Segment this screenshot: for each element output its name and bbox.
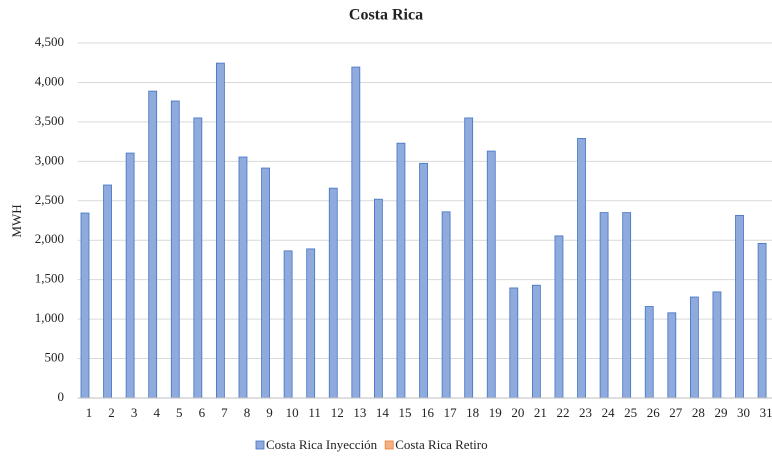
y-tick-label: 2,000	[35, 231, 64, 246]
x-tick-label: 2	[108, 405, 115, 420]
x-tick-label: 8	[244, 405, 251, 420]
x-tick-label: 11	[308, 405, 321, 420]
bar	[712, 291, 722, 399]
y-tick-label: 2,500	[35, 192, 64, 207]
bar	[373, 198, 383, 399]
x-tick-label: 25	[624, 405, 637, 420]
x-tick-label: 17	[444, 405, 458, 420]
x-tick-label: 13	[353, 405, 366, 420]
bar	[667, 312, 677, 399]
x-tick-label: 19	[489, 405, 502, 420]
bar	[216, 62, 225, 399]
x-tick-label: 3	[131, 405, 138, 420]
bar	[757, 242, 767, 399]
bar	[735, 214, 744, 399]
x-tick-label: 20	[511, 405, 524, 420]
bar	[351, 66, 361, 399]
bar	[531, 284, 541, 399]
x-tick-label: 1	[86, 405, 93, 420]
x-tick-label: 18	[466, 405, 479, 420]
bar	[148, 90, 158, 399]
bar	[328, 187, 338, 399]
bar	[283, 250, 293, 399]
y-tick-label: 1,000	[35, 310, 64, 325]
x-tick-label: 16	[421, 405, 435, 420]
x-tick-label: 4	[153, 405, 160, 420]
bar	[261, 167, 270, 399]
x-tick-label: 30	[737, 405, 750, 420]
x-tick-label: 22	[556, 405, 569, 420]
legend-label: Costa Rica Retiro	[395, 437, 487, 452]
x-tick-label: 28	[692, 405, 705, 420]
x-tick-label: 9	[266, 405, 273, 420]
bar	[441, 211, 451, 399]
y-tick-label: 500	[45, 350, 65, 365]
y-tick-label: 1,500	[35, 271, 64, 286]
x-tick-label: 12	[331, 405, 344, 420]
bar	[125, 152, 135, 399]
bar	[193, 117, 203, 399]
bar	[622, 212, 632, 399]
x-tick-label: 21	[534, 405, 547, 420]
bar	[509, 287, 519, 399]
x-tick-label: 15	[398, 405, 411, 420]
x-tick-label: 31	[760, 405, 772, 420]
x-tick-label: 26	[647, 405, 661, 420]
x-tick-label: 29	[714, 405, 727, 420]
x-tick-label: 24	[602, 405, 616, 420]
y-tick-label: 4,500	[35, 34, 64, 49]
y-tick-label: 3,000	[35, 152, 64, 167]
y-tick-label: 4,000	[35, 73, 64, 88]
bar	[419, 162, 428, 399]
y-axis-label: MWH	[9, 204, 24, 237]
bar	[170, 100, 180, 399]
bar	[238, 156, 248, 399]
legend-swatch	[255, 440, 265, 450]
chart-title: Costa Rica	[349, 7, 423, 24]
bar	[103, 184, 112, 399]
x-tick-label: 7	[221, 405, 228, 420]
x-tick-label: 23	[579, 405, 592, 420]
legend-label: Costa Rica Inyección	[266, 437, 378, 452]
x-tick-label: 27	[669, 405, 683, 420]
x-tick-label: 14	[376, 405, 390, 420]
bar	[689, 296, 699, 399]
bar	[599, 212, 609, 399]
y-tick-label: 0	[58, 389, 65, 404]
bar	[396, 142, 406, 399]
x-tick-label: 10	[286, 405, 299, 420]
bar	[306, 248, 316, 399]
legend-swatch	[384, 440, 394, 450]
bar	[644, 306, 654, 399]
bar	[554, 235, 564, 399]
bar	[80, 212, 90, 399]
x-tick-label: 6	[199, 405, 206, 420]
y-tick-label: 3,500	[35, 113, 64, 128]
x-tick-label: 5	[176, 405, 183, 420]
bar	[486, 150, 496, 399]
bar	[577, 138, 586, 399]
bar	[464, 117, 474, 399]
